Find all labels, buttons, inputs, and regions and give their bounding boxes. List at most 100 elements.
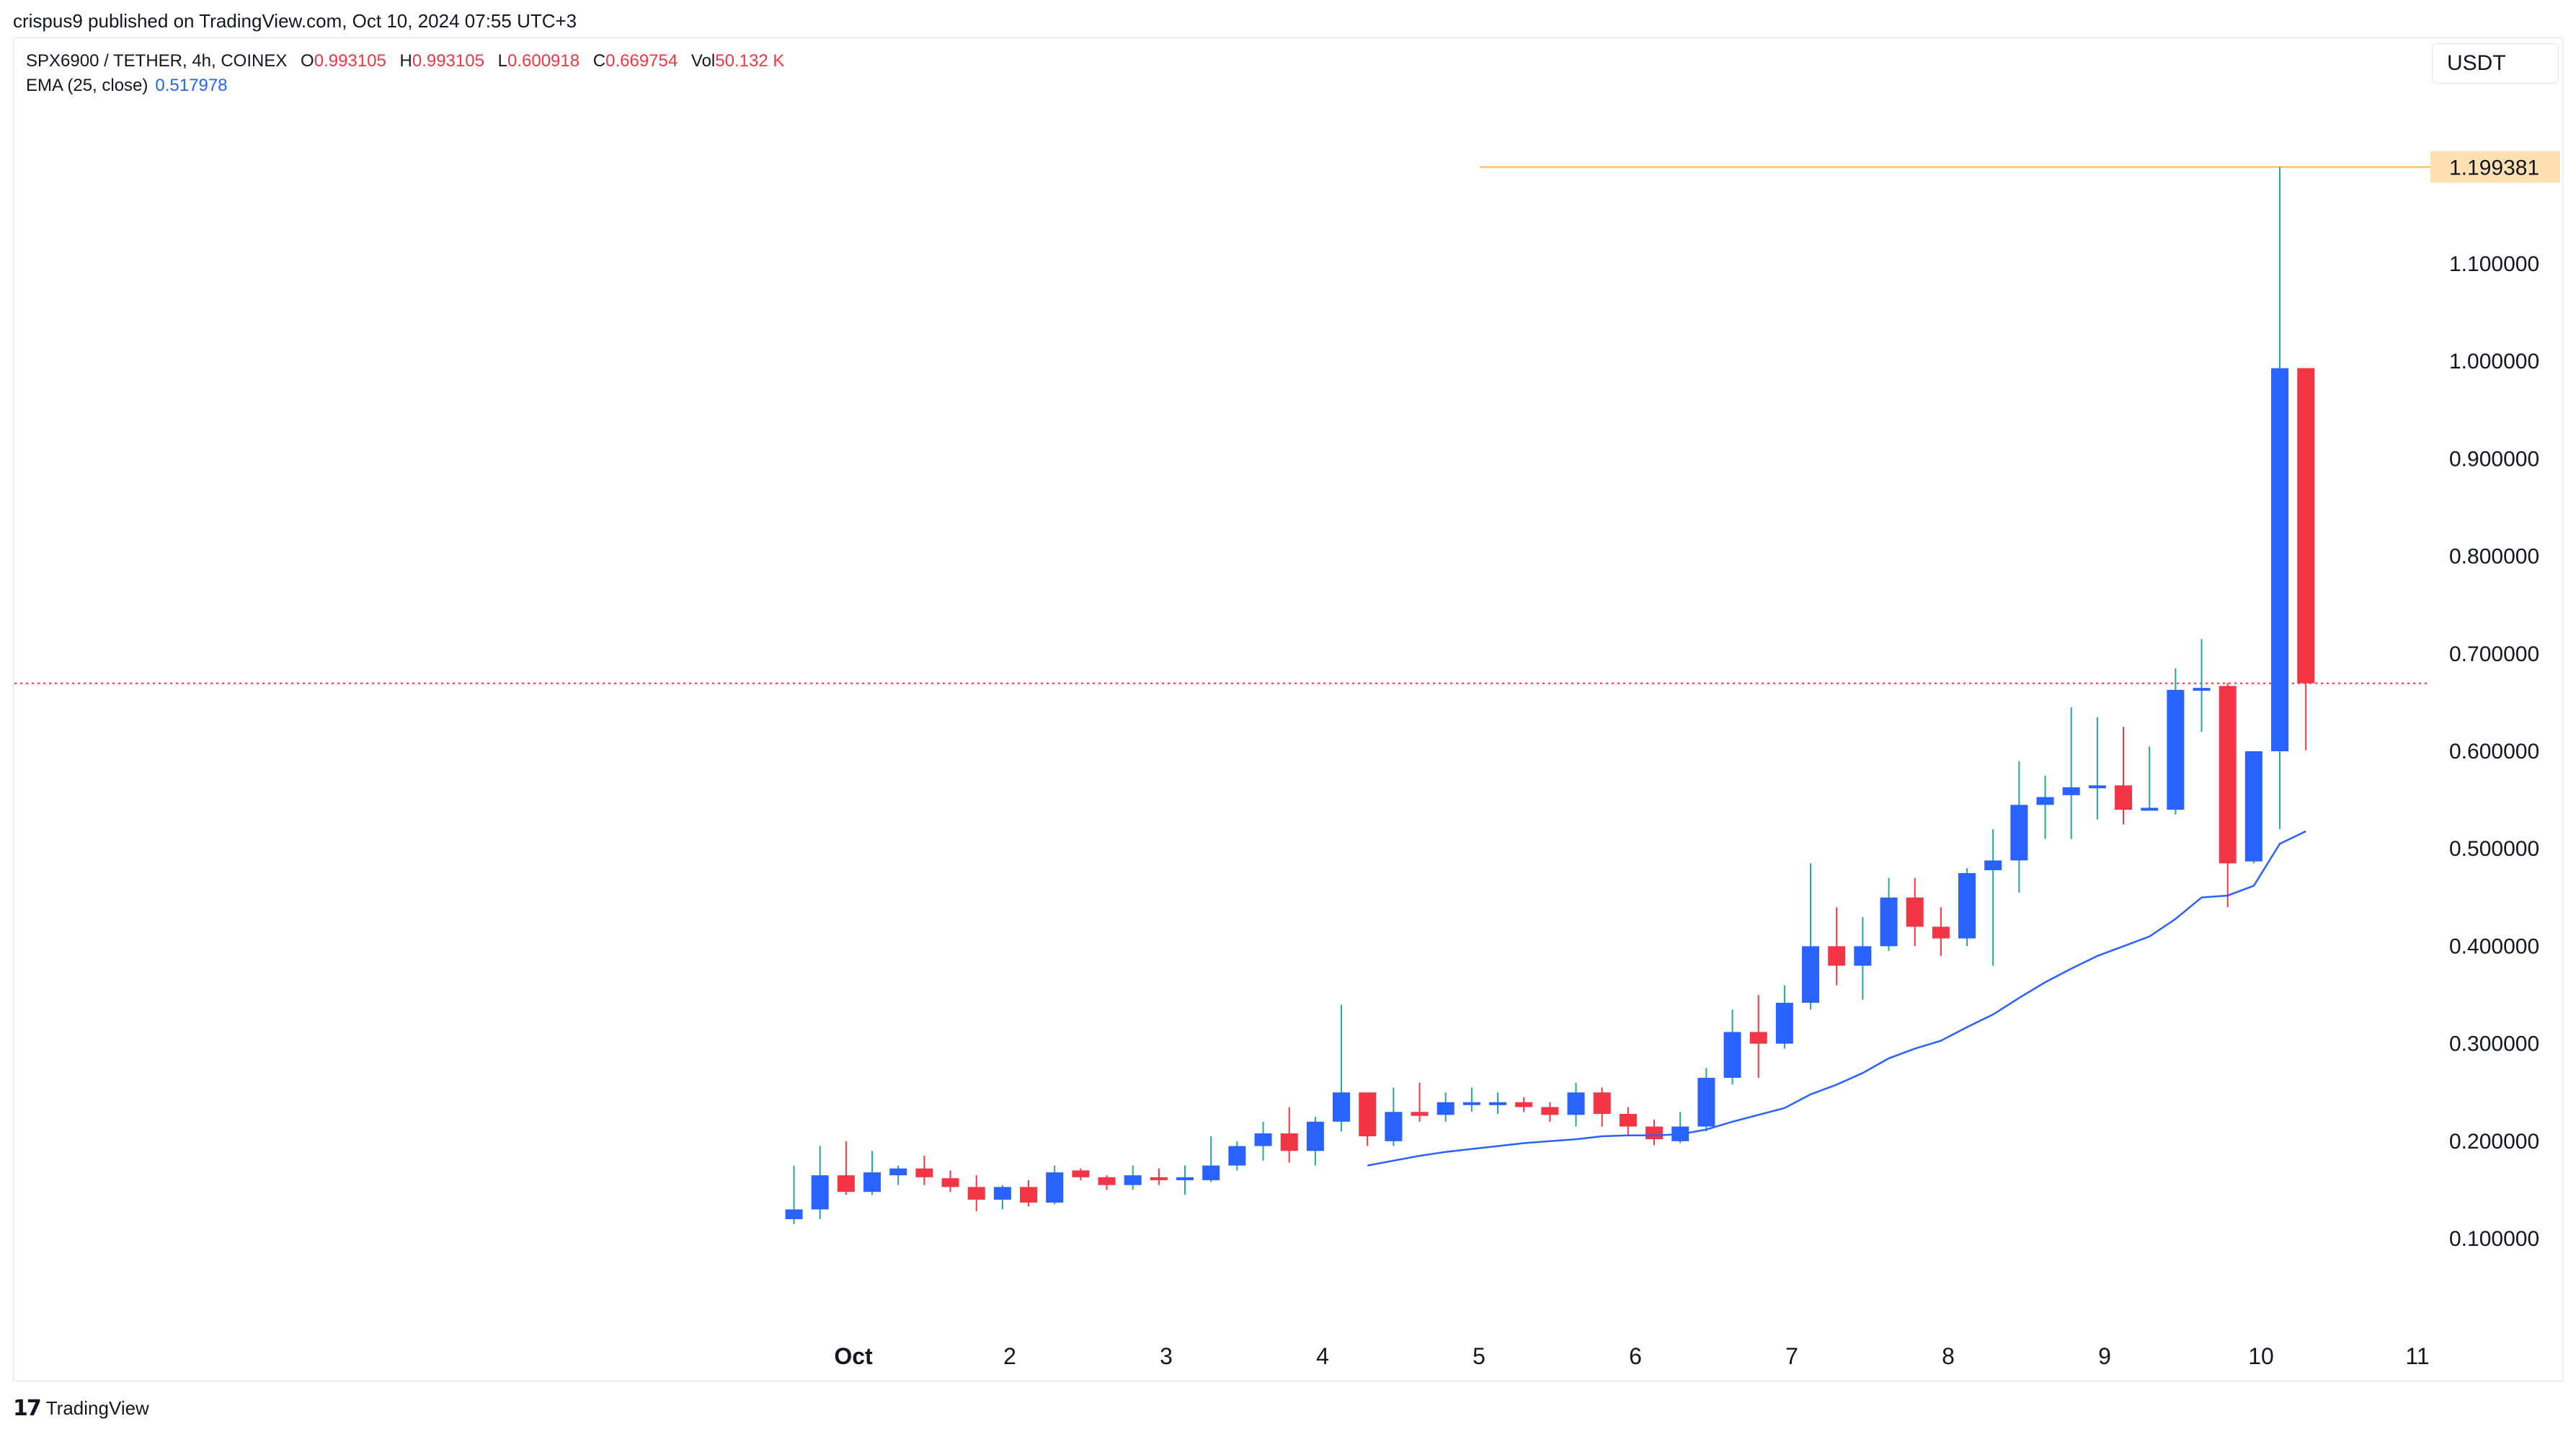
legend-ema-row[interactable]: EMA (25, close) 0.517978 — [26, 74, 784, 98]
y-tick-label: 0.300000 — [2449, 1032, 2539, 1056]
candle-body[interactable] — [1880, 897, 1898, 947]
candle-body[interactable] — [993, 1187, 1011, 1200]
x-tick-label: 5 — [1473, 1343, 1485, 1369]
candle-body[interactable] — [1072, 1170, 1090, 1177]
candle-body[interactable] — [1411, 1112, 1429, 1116]
candle-body[interactable] — [863, 1172, 881, 1193]
candle-body[interactable] — [1932, 926, 1950, 939]
candle-body[interactable] — [1254, 1133, 1272, 1146]
candle-body[interactable] — [967, 1187, 985, 1200]
candle-body[interactable] — [2010, 805, 2028, 861]
candle-body[interactable] — [2219, 686, 2237, 864]
y-tick-label: 0.700000 — [2449, 642, 2539, 666]
candle-body[interactable] — [1489, 1102, 1507, 1105]
candle-body[interactable] — [837, 1175, 855, 1193]
x-tick-label: 6 — [1629, 1343, 1642, 1369]
candle-body[interactable] — [915, 1168, 933, 1177]
legend-ema-value: 0.517978 — [155, 76, 228, 95]
legend-high-value: 0.993105 — [412, 51, 484, 71]
legend-volume-label: Vol — [690, 51, 716, 71]
legend-open-value: 0.993105 — [314, 51, 386, 71]
candle-body[interactable] — [785, 1209, 803, 1219]
ema-line — [1367, 830, 2306, 1167]
y-tick-label: 0.600000 — [2449, 740, 2539, 764]
candle-body[interactable] — [1436, 1102, 1454, 1115]
candle-body[interactable] — [1906, 897, 1924, 927]
candle-body[interactable] — [2036, 797, 2054, 805]
y-tick-label: 0.400000 — [2449, 934, 2539, 958]
legend-ema-label: EMA (25, close) — [26, 76, 148, 95]
candle-body[interactable] — [2141, 808, 2159, 811]
candle-body[interactable] — [2244, 751, 2262, 862]
candle-body[interactable] — [1228, 1146, 1246, 1166]
candle-body[interactable] — [1124, 1175, 1142, 1185]
y-tick-label: 1.100000 — [2449, 252, 2539, 276]
chart-frame — [13, 37, 2563, 1381]
legend-symbol[interactable]: SPX6900 / TETHER, 4h, COINEX — [26, 51, 288, 71]
x-tick-label: Oct — [834, 1343, 873, 1369]
candle-body[interactable] — [1723, 1032, 1741, 1078]
candle-body[interactable] — [1984, 860, 2002, 870]
brand-name: TradingView — [45, 1397, 149, 1419]
tradingview-brand[interactable]: 17 TradingView — [13, 1396, 149, 1421]
legend-high-label: H — [399, 51, 412, 71]
candle-body[interactable] — [2193, 688, 2211, 691]
candle-body[interactable] — [2297, 368, 2315, 683]
candle-body[interactable] — [2062, 787, 2080, 795]
legend-close-value: 0.669754 — [605, 51, 678, 71]
candle-body[interactable] — [1567, 1092, 1585, 1115]
candle-body[interactable] — [1150, 1177, 1168, 1180]
candle-body[interactable] — [2167, 689, 2185, 810]
candle-body[interactable] — [1645, 1126, 1664, 1140]
candle-body[interactable] — [1541, 1107, 1559, 1115]
x-tick-label: 2 — [1003, 1343, 1016, 1369]
y-tick-label: 0.500000 — [2449, 837, 2539, 861]
legend-ohlc-row: SPX6900 / TETHER, 4h, COINEX O0.993105 H… — [26, 49, 784, 74]
candle-body[interactable] — [889, 1168, 907, 1176]
candle-body[interactable] — [1333, 1092, 1351, 1122]
candle-body[interactable] — [1697, 1077, 1715, 1127]
x-tick-label: 10 — [2248, 1343, 2274, 1369]
tradingview-logo-icon: 17 — [13, 1396, 42, 1421]
candle-body[interactable] — [2271, 368, 2289, 751]
candle-body[interactable] — [1046, 1172, 1064, 1203]
high-price-label: 1.199381 — [2449, 156, 2539, 180]
candle-body[interactable] — [2088, 785, 2106, 789]
legend-open-label: O — [301, 51, 314, 71]
candle-body[interactable] — [1619, 1113, 1637, 1127]
y-tick-label: 1.000000 — [2449, 350, 2539, 373]
candle-body[interactable] — [1202, 1165, 1220, 1180]
candle-body[interactable] — [1775, 1002, 1793, 1044]
publish-line: crispus9 published on TradingView.com, O… — [13, 10, 577, 32]
candle-body[interactable] — [1385, 1112, 1403, 1141]
candle-body[interactable] — [1098, 1177, 1116, 1185]
legend-low-label: L — [497, 51, 507, 71]
candle-body[interactable] — [2115, 785, 2133, 810]
y-tick-label: 0.900000 — [2449, 447, 2539, 471]
candle-body[interactable] — [1593, 1092, 1611, 1114]
y-tick-label: 0.800000 — [2449, 545, 2539, 569]
high-price-badge — [2430, 151, 2560, 183]
candle-body[interactable] — [941, 1178, 959, 1187]
candle-body[interactable] — [1828, 946, 1846, 966]
candle-body[interactable] — [1958, 873, 1976, 939]
y-tick-label: 0.100000 — [2449, 1227, 2539, 1251]
currency-button[interactable]: USDT — [2432, 43, 2559, 84]
candle-body[interactable] — [1306, 1121, 1324, 1151]
candle-body[interactable] — [1802, 946, 1820, 1003]
candle-body[interactable] — [1515, 1102, 1533, 1107]
legend-volume-value: 50.132 K — [715, 51, 785, 71]
candle-body[interactable] — [1749, 1032, 1767, 1044]
candle-body[interactable] — [1359, 1092, 1377, 1137]
x-tick-label: 3 — [1160, 1343, 1173, 1369]
candle-body[interactable] — [1280, 1133, 1298, 1151]
x-tick-label: 7 — [1785, 1343, 1798, 1369]
candle-body[interactable] — [1854, 946, 1872, 966]
candle-body[interactable] — [811, 1175, 829, 1210]
candle-body[interactable] — [1462, 1102, 1480, 1105]
candle-body[interactable] — [1176, 1177, 1194, 1180]
y-tick-label: 0.200000 — [2449, 1130, 2539, 1154]
x-tick-label: 4 — [1316, 1343, 1329, 1369]
candle-body[interactable] — [1020, 1187, 1038, 1203]
